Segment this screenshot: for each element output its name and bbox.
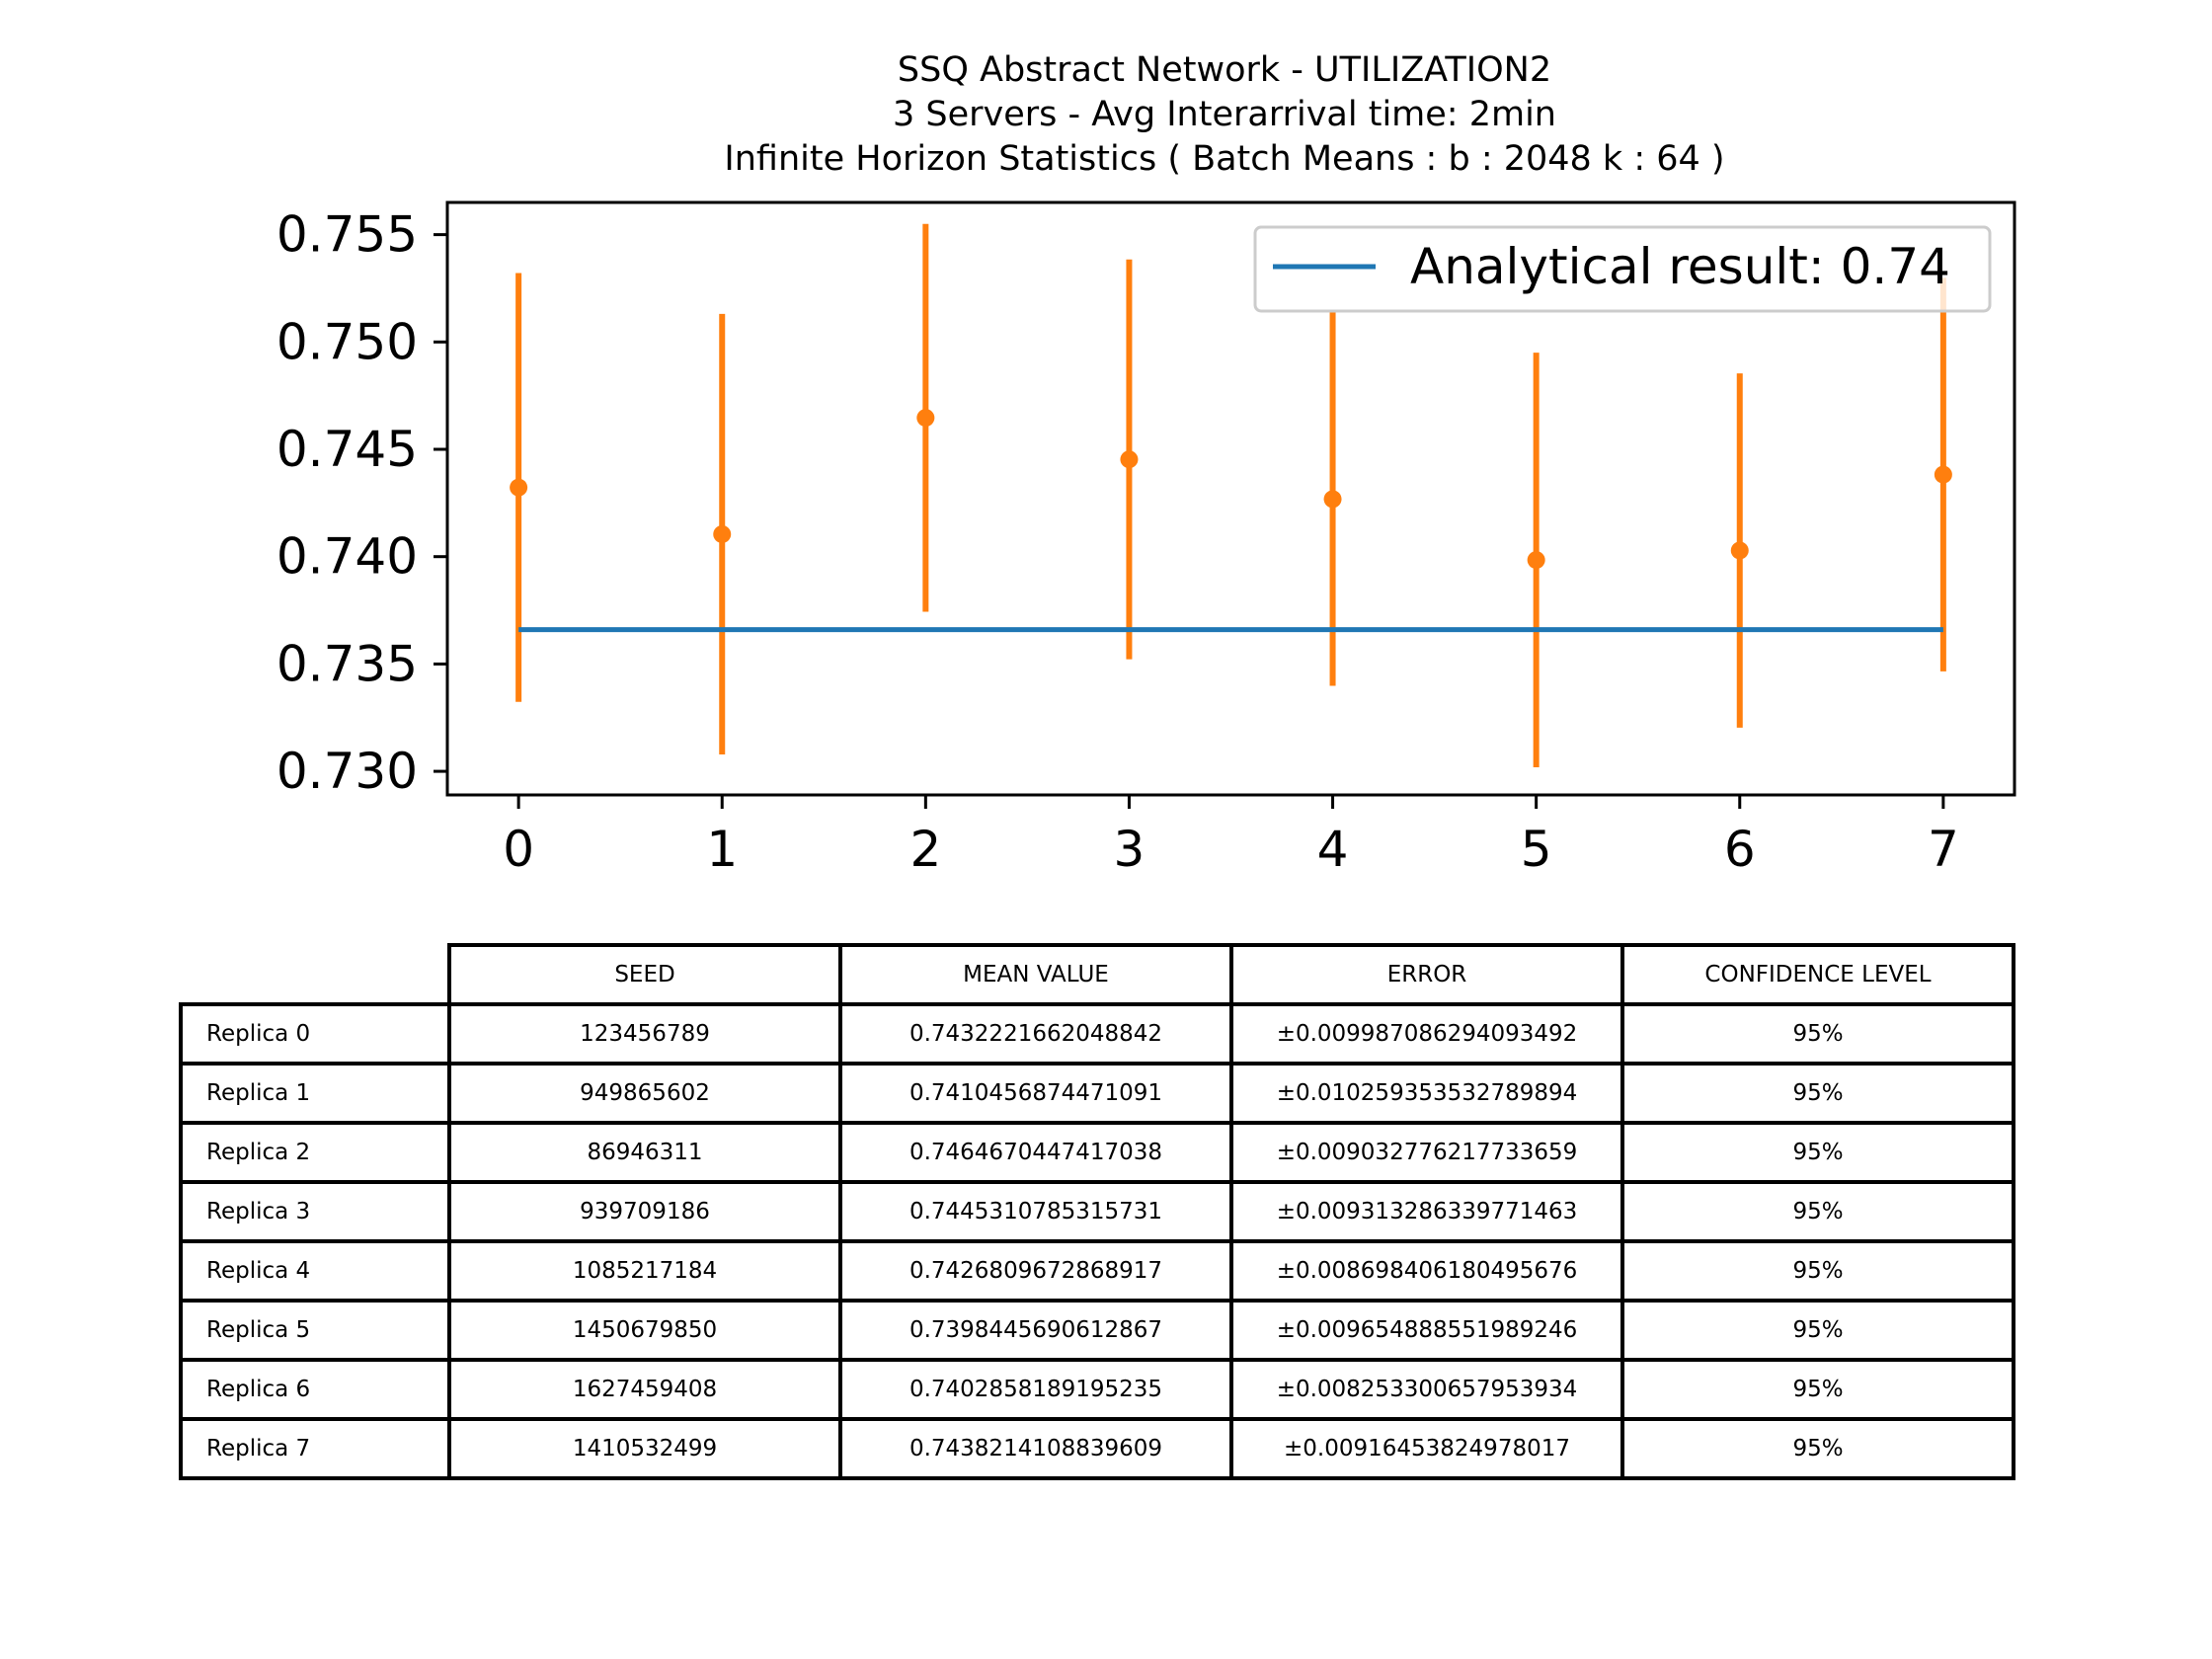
table-cell: 0.7432221662048842 (838, 1002, 1233, 1066)
table-row: Replica 6 1627459408 0.7402858189195235 ±0.… (179, 1358, 2015, 1421)
table-cell: 95% (1620, 1121, 2015, 1184)
mean-point (916, 409, 935, 428)
legend: Analytical result: 0.74 (1253, 225, 1992, 313)
table-cell: 0.7445310785315731 (838, 1180, 1233, 1243)
table-row-label: Replica 3 (179, 1180, 451, 1243)
table-cell: 95% (1620, 1062, 2015, 1125)
table-cell: 0.7398445690612867 (838, 1299, 1233, 1362)
y-tick-label: 0.730 (276, 743, 418, 800)
table-column-header: MEAN VALUE (838, 943, 1233, 1006)
table-row: Replica 7 1410532499 0.7438214108839609 ±0.… (179, 1417, 2015, 1480)
table-cell: 95% (1620, 1358, 2015, 1421)
table-cell: ±0.009987086294093492 (1229, 1002, 1624, 1066)
table-cell: 123456789 (447, 1002, 842, 1066)
table-column-header: SEED (447, 943, 842, 1006)
table-row: Replica 0 123456789 0.7432221662048842 ±0.0… (179, 1002, 2015, 1066)
table-row-label: Replica 7 (179, 1417, 451, 1480)
table-column-header: CONFIDENCE LEVEL (1620, 943, 2015, 1006)
table-row: Replica 2 86946311 0.7464670447417038 ±0.00… (179, 1121, 2015, 1184)
table-cell: ±0.009032776217733659 (1229, 1121, 1624, 1184)
y-tick-label: 0.755 (276, 206, 418, 264)
x-axis: 0 1 2 3 4 5 6 7 (503, 795, 1959, 878)
y-tick-label: 0.735 (276, 635, 418, 692)
results-table: SEED MEAN VALUE ERROR CONFIDENCE LEVEL Repli… (179, 943, 2015, 1480)
x-tick-label: 4 (1317, 821, 1349, 878)
table-column-header: ERROR (1229, 943, 1624, 1006)
table-cell: 95% (1620, 1180, 2015, 1243)
y-tick-label: 0.750 (276, 313, 418, 370)
mean-point (1730, 541, 1749, 560)
table-row-label: Replica 6 (179, 1358, 451, 1421)
table-cell: 1450679850 (447, 1299, 842, 1362)
plot-area (510, 223, 1952, 767)
table-cell: ±0.00916453824978017 (1229, 1417, 1624, 1480)
mean-point (1527, 551, 1545, 570)
table-row: Replica 1 949865602 0.7410456874471091 ±0.0… (179, 1062, 2015, 1125)
table-row-label: Replica 1 (179, 1062, 451, 1125)
table-corner (181, 945, 449, 1004)
table-cell: 86946311 (447, 1121, 842, 1184)
table-cell: 0.7426809672868917 (838, 1239, 1233, 1303)
table-cell: 95% (1620, 1299, 2015, 1362)
table-cell: ±0.010259353532789894 (1229, 1062, 1624, 1125)
table-cell: 95% (1620, 1239, 2015, 1303)
y-axis: 0.730 0.735 0.740 0.745 0.750 0.755 (276, 206, 447, 800)
table-cell: 0.7410456874471091 (838, 1062, 1233, 1125)
y-tick-label: 0.745 (276, 421, 418, 478)
x-tick-label: 3 (1114, 821, 1146, 878)
legend-label: Analytical result: 0.74 (1410, 238, 1950, 295)
x-tick-label: 0 (503, 821, 534, 878)
y-tick-label: 0.740 (276, 528, 418, 586)
table-row: Replica 3 939709186 0.7445310785315731 ±0.0… (179, 1180, 2015, 1243)
table-header-row: SEED MEAN VALUE ERROR CONFIDENCE LEVEL (181, 943, 2015, 1006)
x-tick-label: 7 (1928, 821, 1959, 878)
mean-point (1934, 465, 1952, 484)
chart-title: SSQ Abstract Network - UTILIZATION2 3 Se… (724, 50, 1724, 179)
mean-point (1120, 450, 1139, 469)
table-cell: 0.7464670447417038 (838, 1121, 1233, 1184)
table-cell: 1410532499 (447, 1417, 842, 1480)
table-cell: 939709186 (447, 1180, 842, 1243)
chart-title-line-2: 3 Servers - Avg Interarrival time: 2min (893, 95, 1556, 134)
table-cell: ±0.009654888551989246 (1229, 1299, 1624, 1362)
legend-box (1253, 225, 1992, 313)
mean-point (713, 524, 732, 543)
chart-title-line-3: Infinite Horizon Statistics ( Batch Mean… (724, 139, 1724, 179)
table-row: Replica 4 1085217184 0.7426809672868917 ±0.… (179, 1239, 2015, 1303)
mean-point (1323, 490, 1342, 509)
table-cell: ±0.008253300657953934 (1229, 1358, 1624, 1421)
x-tick-label: 5 (1521, 821, 1552, 878)
table-cell: 1085217184 (447, 1239, 842, 1303)
x-tick-label: 1 (706, 821, 738, 878)
x-tick-label: 2 (909, 821, 941, 878)
table-row-label: Replica 4 (179, 1239, 451, 1303)
table-cell: 95% (1620, 1002, 2015, 1066)
mean-point (510, 478, 528, 497)
table-cell: 949865602 (447, 1062, 842, 1125)
table-cell: 0.7438214108839609 (838, 1417, 1233, 1480)
chart-title-line-1: SSQ Abstract Network - UTILIZATION2 (898, 50, 1551, 90)
table-row-label: Replica 0 (179, 1002, 451, 1066)
table-row-label: Replica 2 (179, 1121, 451, 1184)
axes-frame (445, 200, 2016, 797)
table-cell: ±0.008698406180495676 (1229, 1239, 1624, 1303)
table-cell: 0.7402858189195235 (838, 1358, 1233, 1421)
x-tick-label: 6 (1724, 821, 1756, 878)
table-cell: ±0.009313286339771463 (1229, 1180, 1624, 1243)
table-cell: 1627459408 (447, 1358, 842, 1421)
table-row: Replica 5 1450679850 0.7398445690612867 ±0.… (179, 1299, 2015, 1362)
table-row-label: Replica 5 (179, 1299, 451, 1362)
table-cell: 95% (1620, 1417, 2015, 1480)
